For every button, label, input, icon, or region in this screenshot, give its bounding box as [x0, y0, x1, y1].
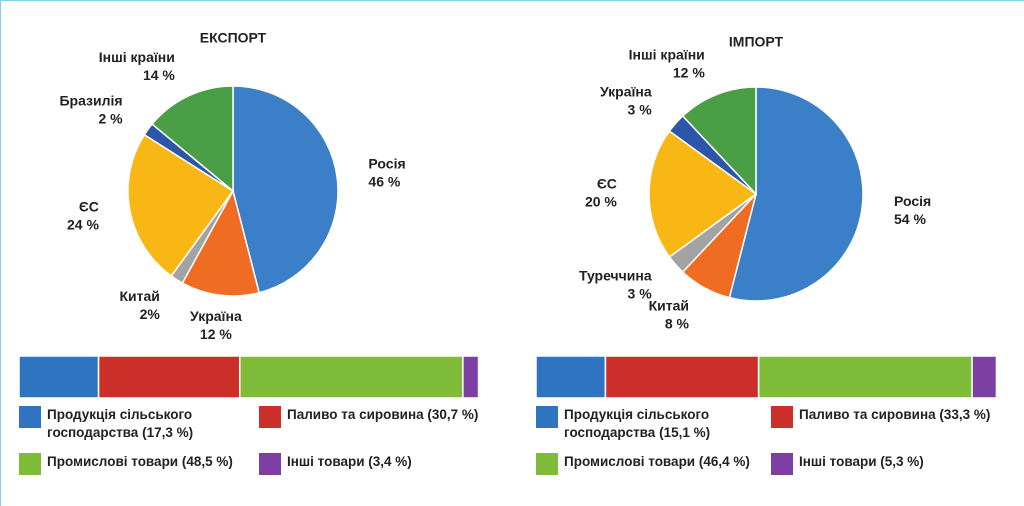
slice-label: Інші країни	[629, 46, 705, 62]
legend-swatch	[19, 453, 41, 475]
slice-label: Китай	[119, 288, 159, 304]
slice-value: 14 %	[143, 67, 175, 83]
legend-item: Паливо та сировина (30,7 %)	[259, 406, 509, 428]
slice-value: 3 %	[628, 286, 653, 302]
slice-value: 24 %	[67, 216, 99, 232]
pie-slice	[232, 85, 339, 294]
legend-name: Продукція сільського господарства	[564, 407, 710, 440]
slice-label: Україна	[190, 308, 242, 324]
pie-slice	[151, 85, 234, 193]
legend-text: Продукція сільського господарства (15,1 …	[564, 406, 766, 442]
legend-name: Паливо та сировина	[799, 407, 936, 422]
legend-text: Паливо та сировина (30,7 %)	[287, 406, 478, 424]
legend-swatch	[536, 453, 558, 475]
legend-value: (30,7 %)	[427, 407, 479, 422]
slice-label: ЄС	[597, 176, 617, 192]
slice-label: Україна	[600, 84, 652, 100]
slice-value: 3 %	[628, 102, 653, 118]
slice-label: Китай	[649, 298, 689, 314]
pie-title: ЕКСПОРТ	[200, 30, 267, 46]
legend-name: Інші товари	[287, 454, 365, 469]
legend-value: (5,3 %)	[880, 454, 924, 469]
legend-swatch	[536, 406, 558, 428]
slice-label: ЄС	[79, 198, 99, 214]
slice-label: Інші країни	[99, 49, 175, 65]
legend-name: Інші товари	[799, 454, 877, 469]
bar-segment	[97, 355, 241, 399]
legend-text: Промислові товари (48,5 %)	[47, 453, 233, 471]
legend-item: Промислові товари (48,5 %)	[19, 453, 249, 475]
legend-swatch	[19, 406, 41, 428]
slice-value: 2 %	[98, 110, 123, 126]
legend-text: Промислові товари (46,4 %)	[564, 453, 750, 471]
legend-value: (33,3 %)	[939, 407, 991, 422]
slice-value: 12 %	[200, 326, 232, 342]
legend-name: Продукція сільського господарства	[47, 407, 193, 440]
bar-segment	[971, 355, 998, 399]
bar-segment	[535, 355, 607, 399]
legend-text: Паливо та сировина (33,3 %)	[799, 406, 990, 424]
legend-item: Промислові товари (46,4 %)	[536, 453, 766, 475]
legend-text: Продукція сільського господарства (17,3 …	[47, 406, 249, 442]
bar-segment	[757, 355, 973, 399]
legend-name: Промислові товари	[564, 454, 696, 469]
legend-swatch	[259, 453, 281, 475]
pie-slice	[181, 188, 261, 297]
slice-value: 54 %	[894, 211, 926, 227]
legend-value: (3,4 %)	[368, 454, 412, 469]
legend-item: Інші товари (3,4 %)	[259, 453, 509, 475]
pie-slice	[127, 133, 235, 277]
slice-label: Туреччина	[579, 268, 652, 284]
pie-slice	[681, 86, 757, 196]
legend-value: (46,4 %)	[698, 454, 750, 469]
slice-value: 20 %	[585, 194, 617, 210]
legend-value: (15,1 %)	[659, 425, 711, 440]
legend-name: Промислові товари	[47, 454, 179, 469]
slice-value: 12 %	[673, 64, 705, 80]
bar-segment	[239, 355, 464, 399]
pie-slice	[728, 86, 864, 302]
legend-value: (17,3 %)	[142, 425, 194, 440]
pie-slice	[648, 130, 758, 258]
slice-label: Росія	[894, 193, 931, 209]
pie-title: ІМПОРТ	[729, 34, 784, 50]
bar-segment	[604, 355, 760, 399]
slice-value: 8 %	[665, 316, 690, 332]
legend-item: Паливо та сировина (33,3 %)	[771, 406, 1021, 428]
slice-value: 2%	[140, 306, 161, 322]
legend-text: Інші товари (3,4 %)	[287, 453, 412, 471]
legend-swatch	[771, 453, 793, 475]
legend-swatch	[771, 406, 793, 428]
slice-label: Росія	[368, 156, 405, 172]
legend-swatch	[259, 406, 281, 428]
legend-item: Продукція сільського господарства (17,3 …	[19, 406, 249, 442]
bar-segment	[18, 355, 100, 399]
legend-item: Продукція сільського господарства (15,1 …	[536, 406, 766, 442]
legend-value: (48,5 %)	[181, 454, 233, 469]
slice-label: Бразилія	[59, 92, 122, 108]
legend-text: Інші товари (5,3 %)	[799, 453, 924, 471]
legend-item: Інші товари (5,3 %)	[771, 453, 1021, 475]
slice-value: 46 %	[368, 174, 400, 190]
bar-segment	[462, 355, 480, 399]
legend-name: Паливо та сировина	[287, 407, 424, 422]
